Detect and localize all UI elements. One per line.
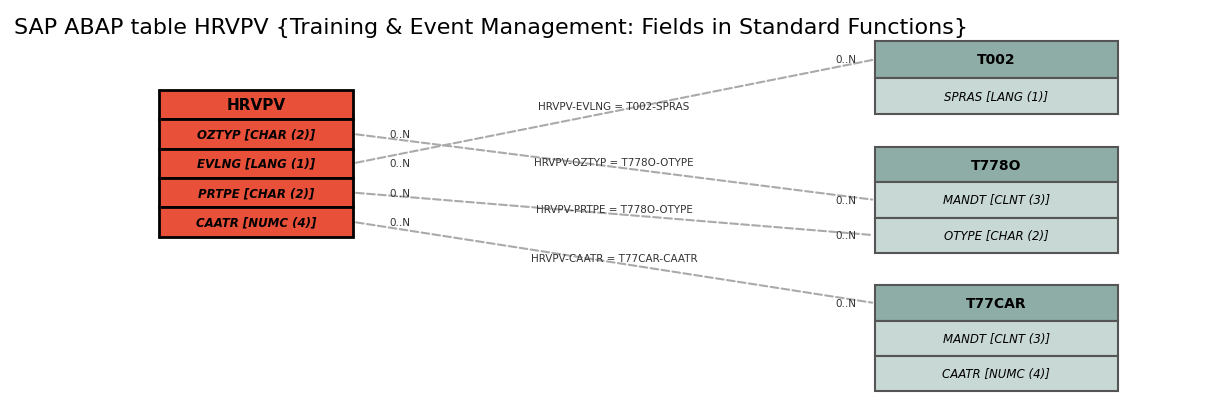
Text: 0..N: 0..N (389, 218, 410, 227)
Text: T778O: T778O (971, 158, 1022, 172)
Text: CAATR [NUMC (4)]: CAATR [NUMC (4)] (196, 216, 317, 229)
Text: EVLNG [LANG (1)]: EVLNG [LANG (1)] (198, 157, 316, 171)
Text: SPRAS [LANG (1)]: SPRAS [LANG (1)] (944, 90, 1049, 103)
Text: 0..N: 0..N (836, 196, 857, 205)
FancyBboxPatch shape (160, 91, 354, 120)
FancyBboxPatch shape (876, 79, 1117, 115)
Text: 0..N: 0..N (836, 298, 857, 308)
Text: HRVPV-CAATR = T77CAR-CAATR: HRVPV-CAATR = T77CAR-CAATR (530, 253, 698, 263)
Text: OTYPE [CHAR (2)]: OTYPE [CHAR (2)] (944, 229, 1049, 242)
Text: 0..N: 0..N (836, 231, 857, 240)
Text: HRVPV-PRTPE = T778O-OTYPE: HRVPV-PRTPE = T778O-OTYPE (535, 204, 693, 214)
FancyBboxPatch shape (160, 149, 354, 178)
Text: 0..N: 0..N (389, 188, 410, 198)
FancyBboxPatch shape (876, 42, 1117, 79)
FancyBboxPatch shape (876, 286, 1117, 321)
Text: 0..N: 0..N (836, 55, 857, 65)
Text: HRVPV-OZTYP = T778O-OTYPE: HRVPV-OZTYP = T778O-OTYPE (534, 157, 694, 168)
Text: PRTPE [CHAR (2)]: PRTPE [CHAR (2)] (198, 187, 314, 200)
Text: HRVPV: HRVPV (227, 98, 286, 113)
FancyBboxPatch shape (876, 356, 1117, 391)
Text: MANDT [CLNT (3)]: MANDT [CLNT (3)] (943, 194, 1050, 207)
Text: HRVPV-EVLNG = T002-SPRAS: HRVPV-EVLNG = T002-SPRAS (538, 102, 690, 112)
Text: T77CAR: T77CAR (966, 297, 1027, 310)
Text: 0..N: 0..N (389, 130, 410, 139)
Text: T002: T002 (977, 53, 1016, 67)
FancyBboxPatch shape (876, 321, 1117, 356)
Text: MANDT [CLNT (3)]: MANDT [CLNT (3)] (943, 332, 1050, 345)
FancyBboxPatch shape (160, 120, 354, 149)
Text: 0..N: 0..N (389, 159, 410, 169)
FancyBboxPatch shape (876, 183, 1117, 218)
FancyBboxPatch shape (876, 148, 1117, 183)
Text: SAP ABAP table HRVPV {Training & Event Management: Fields in Standard Functions}: SAP ABAP table HRVPV {Training & Event M… (14, 18, 968, 38)
Text: CAATR [NUMC (4)]: CAATR [NUMC (4)] (942, 367, 1050, 380)
FancyBboxPatch shape (160, 208, 354, 237)
FancyBboxPatch shape (876, 218, 1117, 253)
FancyBboxPatch shape (160, 178, 354, 208)
Text: OZTYP [CHAR (2)]: OZTYP [CHAR (2)] (198, 128, 316, 141)
